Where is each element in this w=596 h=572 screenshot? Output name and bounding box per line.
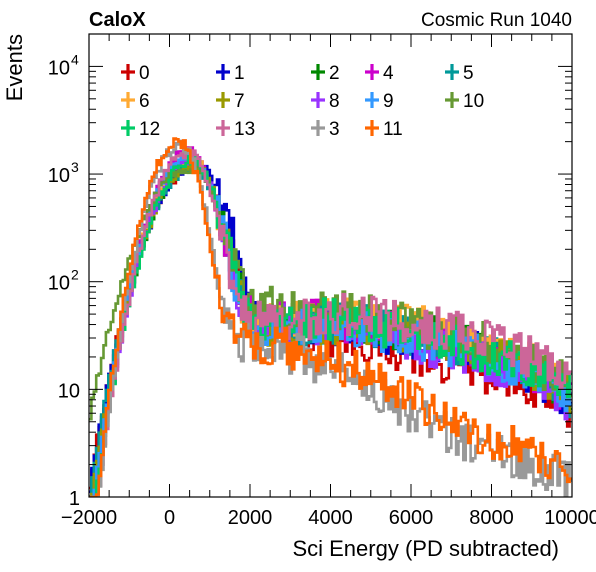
legend-label: 8 [329,91,340,112]
legend-entry-6: 6 [121,91,150,112]
legend-entry-12: 12 [121,119,160,140]
legend-label: 6 [139,91,150,112]
y-tick-exponent: 4 [71,51,79,67]
legend-entry-2: 2 [311,63,340,84]
legend-entry-5: 5 [445,63,474,84]
legend-label: 9 [383,91,394,112]
legend-entry-1: 1 [216,63,245,84]
legend-label: 1 [234,63,245,84]
series-group [89,137,572,497]
series-line-11 [89,137,572,497]
y-tick-label: 1 [69,488,80,510]
x-tick-label: −2000 [61,507,117,529]
legend-label: 5 [463,63,474,84]
legend-label: 4 [383,63,394,84]
y-axis-label: Events [2,34,27,101]
legend-entry-0: 0 [121,63,150,84]
brand-label: CaloX [89,9,146,31]
y-tick-exponent: 2 [71,267,79,283]
y-tick-label: 10 [48,57,70,79]
legend-label: 12 [139,119,160,140]
legend-label: 3 [329,119,340,140]
x-tick-label: 6000 [389,507,434,529]
legend-label: 7 [234,91,245,112]
legend-entry-9: 9 [365,91,394,112]
legend-label: 11 [383,119,403,140]
legend-entry-13: 13 [216,119,255,140]
legend-label: 10 [463,91,484,112]
x-tick-label: 8000 [469,507,514,529]
x-tick-label: 4000 [308,507,353,529]
legend-label: 0 [139,63,150,84]
legend-entry-3: 3 [311,119,340,140]
y-tick-label: 10 [48,165,70,187]
series-line-13 [89,146,572,497]
y-tick-exponent: 3 [71,159,79,175]
x-axis-label: Sci Energy (PD subtracted) [292,536,559,561]
y-tick-label: 10 [58,380,80,402]
x-tick-label: 10000 [544,507,596,529]
legend-entry-4: 4 [365,63,394,84]
legend-entry-8: 8 [311,91,340,112]
legend-entry-7: 7 [216,91,245,112]
legend-label: 13 [234,119,255,140]
x-tick-label: 2000 [228,507,273,529]
legend-entry-10: 10 [445,91,484,112]
legend-label: 2 [329,63,340,84]
run-label: Cosmic Run 1040 [421,10,572,31]
legend-entry-11: 11 [365,119,403,140]
y-tick-label: 10 [48,273,70,295]
x-tick-label: 0 [164,507,175,529]
